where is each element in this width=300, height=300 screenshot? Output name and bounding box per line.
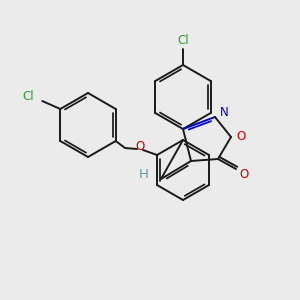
Text: Cl: Cl <box>177 34 189 47</box>
Text: Cl: Cl <box>23 91 34 103</box>
Text: N: N <box>220 106 229 119</box>
Text: O: O <box>135 140 145 154</box>
Text: O: O <box>239 167 248 181</box>
Text: H: H <box>139 169 149 182</box>
Text: O: O <box>236 130 245 143</box>
